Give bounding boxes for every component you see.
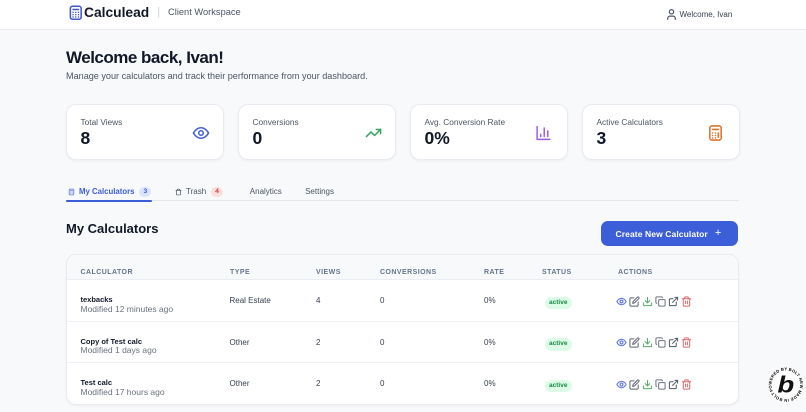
svg-text:b: b: [778, 373, 795, 398]
